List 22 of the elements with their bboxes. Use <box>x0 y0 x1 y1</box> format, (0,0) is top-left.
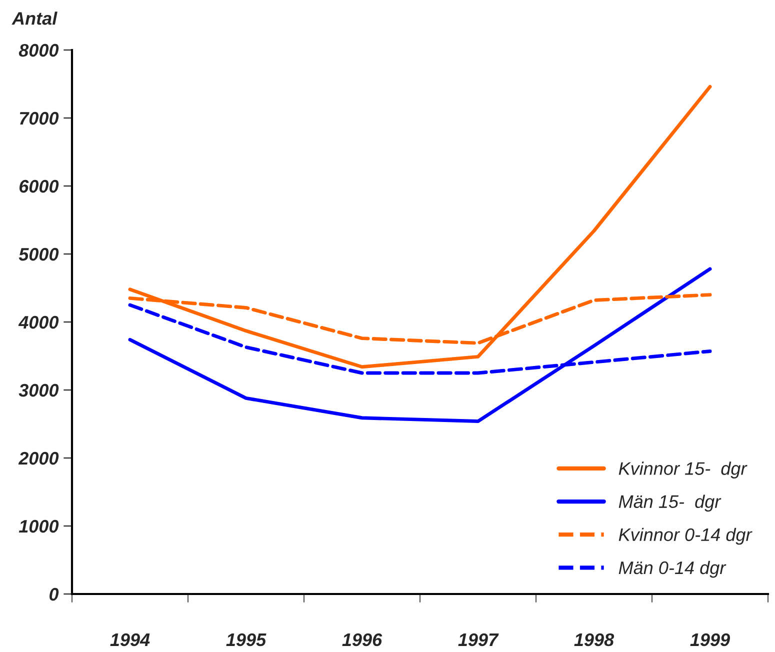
legend-label: Kvinnor 15- dgr <box>618 462 748 479</box>
legend-label: Män 0-14 dgr <box>618 560 726 578</box>
x-tick-label: 1997 <box>458 633 499 646</box>
x-tick-label: 1998 <box>574 633 614 646</box>
y-axis-title: Antal <box>12 12 58 25</box>
legend-label: Kvinnor 0-14 dgr <box>618 528 752 545</box>
x-tick-label: 1995 <box>226 633 266 646</box>
y-tick-label: 1000 <box>18 520 59 533</box>
y-tick-label: 5000 <box>18 248 59 261</box>
x-tick-label: 1994 <box>110 633 150 646</box>
line-series <box>128 84 712 369</box>
line-series <box>128 267 712 424</box>
y-tick-label: 4000 <box>18 316 59 329</box>
y-tick-label: 2000 <box>18 452 59 465</box>
y-tick-label: 3000 <box>18 384 59 397</box>
x-tick-label: 1999 <box>690 633 730 646</box>
y-tick-label: 7000 <box>20 112 59 125</box>
y-tick-label: 8000 <box>18 44 59 57</box>
legend-label: Män 15- dgr <box>618 494 722 512</box>
y-tick-label: 6000 <box>19 180 59 193</box>
x-tick-label: 1996 <box>342 633 382 646</box>
y-tick-label: 0 <box>50 588 59 601</box>
